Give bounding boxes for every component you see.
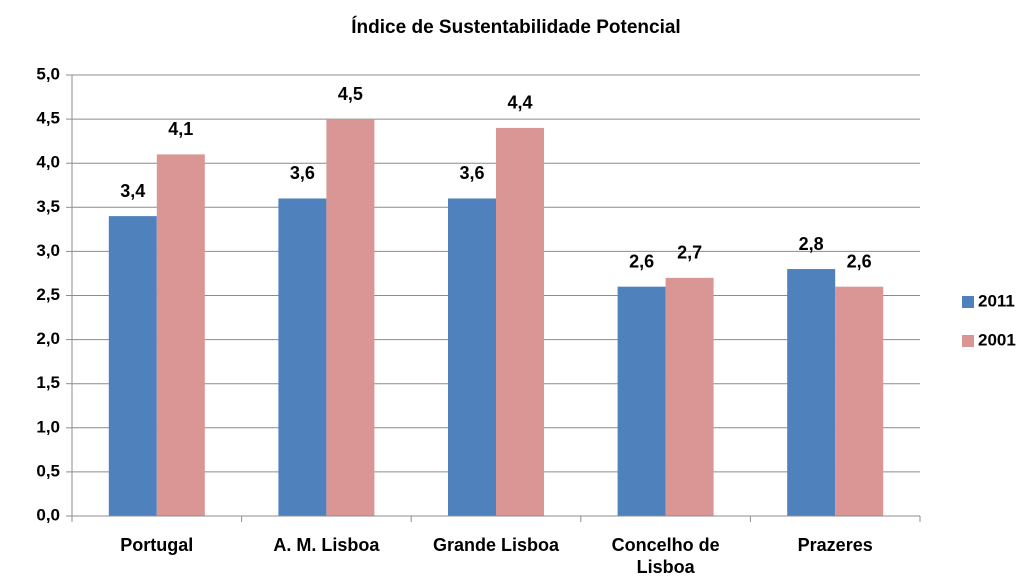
data-label: 4,5 [338,84,363,104]
data-label: 3,6 [459,163,484,183]
y-tick-label: 4,0 [36,153,60,172]
y-tick-label: 0,0 [36,505,60,524]
data-label: 2,6 [847,251,872,271]
bar [326,119,375,516]
y-tick-label: 0,5 [36,461,60,480]
data-label: 3,4 [120,181,145,201]
x-tick-label: A. M. Lisboa [273,535,380,555]
y-tick-label: 3,0 [36,241,60,260]
bar [787,269,836,516]
y-tick-label: 4,5 [36,109,60,128]
y-tick-label: 5,0 [36,64,60,83]
data-label: 4,4 [507,93,532,113]
data-label: 2,6 [629,251,654,271]
legend-label: 2011 [978,291,1015,310]
legend-swatch [962,335,974,347]
x-tick-label: Concelho de Lisboa [611,535,720,577]
bar [108,216,157,516]
y-tick-label: 2,0 [36,329,60,348]
chart-title: Índice de Sustentabilidade Potencial [351,16,680,38]
data-label: 3,6 [290,163,315,183]
bar [448,198,496,517]
bar [156,154,205,516]
y-tick-label: 1,5 [36,373,60,392]
legend-swatch [962,296,974,308]
y-tick-label: 2,5 [36,285,60,304]
bar [278,198,327,517]
bar [496,127,544,517]
y-tick-label: 3,5 [36,197,60,216]
x-tick-label: Prazeres [797,535,873,555]
y-tick-label: 1,0 [36,417,60,436]
bar [617,286,666,516]
data-label: 2,7 [677,243,702,263]
bar [835,286,884,516]
legend-label: 2001 [978,330,1016,349]
data-label: 4,1 [168,119,193,139]
bar [665,277,714,516]
x-tick-label: Portugal [120,535,194,555]
data-label: 2,8 [799,234,824,254]
x-tick-label: Grande Lisboa [432,535,560,555]
